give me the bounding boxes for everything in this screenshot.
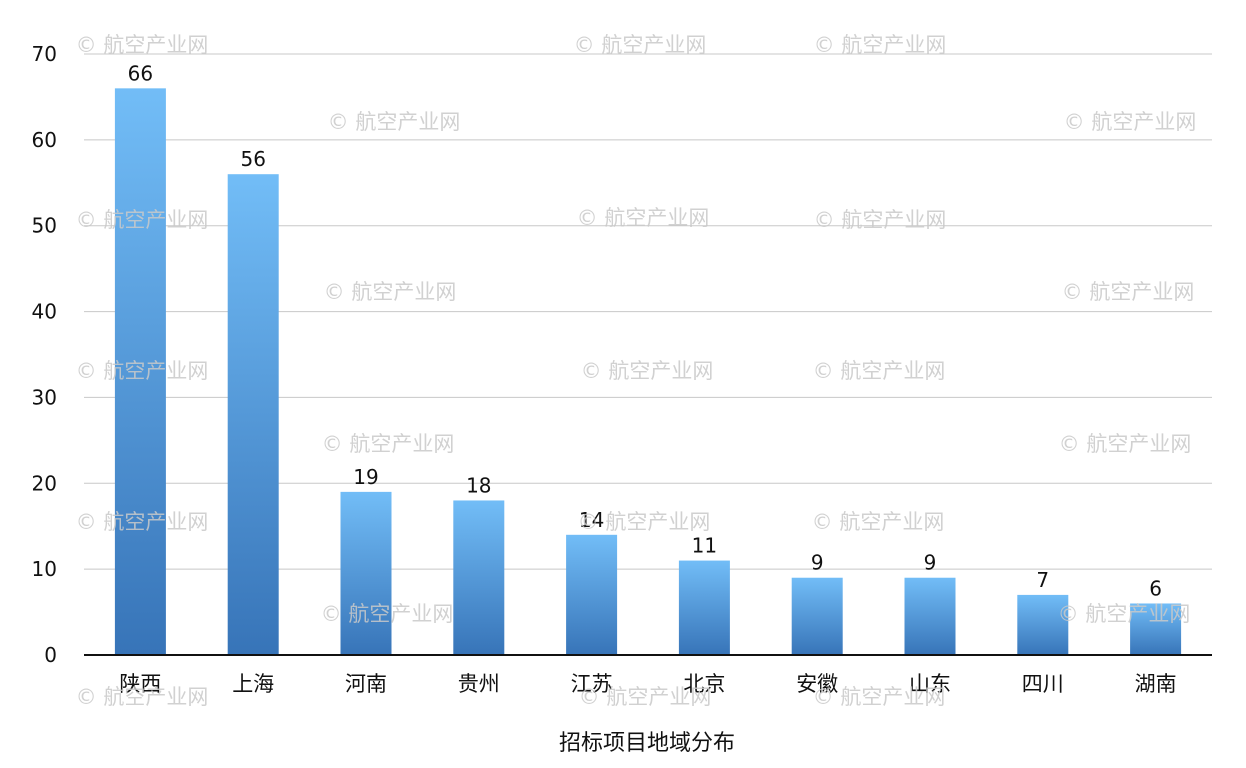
watermark-text: © 航空产业网	[578, 510, 711, 534]
bar	[1017, 594, 1069, 655]
y-tick-label: 0	[44, 643, 57, 667]
data-label: 9	[811, 551, 824, 575]
y-tick-label: 20	[32, 471, 57, 495]
bar	[791, 577, 843, 655]
y-tick-label: 70	[32, 42, 57, 66]
y-tick-label: 50	[32, 214, 57, 238]
data-label: 6	[1149, 576, 1162, 600]
data-label: 19	[353, 465, 378, 489]
watermark-text: © 航空产业网	[812, 510, 945, 534]
data-label: 56	[240, 147, 265, 171]
x-tick-label: 湖南	[1135, 672, 1177, 696]
watermark-text: © 航空产业网	[76, 208, 209, 232]
data-label: 11	[692, 534, 717, 558]
bar	[566, 534, 618, 655]
watermark-text: © 航空产业网	[579, 685, 712, 709]
bar	[114, 88, 166, 656]
watermark-text: © 航空产业网	[574, 33, 707, 57]
watermark-text: © 航空产业网	[577, 206, 710, 230]
watermark-text: © 航空产业网	[322, 432, 455, 456]
watermark-text: © 航空产业网	[76, 359, 209, 383]
bar	[904, 577, 956, 655]
watermark-text: © 航空产业网	[76, 685, 209, 709]
data-label: 9	[924, 551, 937, 575]
y-tick-label: 30	[32, 385, 57, 409]
watermark-text: © 航空产业网	[1058, 602, 1191, 626]
bar	[1130, 603, 1182, 655]
x-tick-label: 江苏	[571, 672, 613, 696]
watermark-text: © 航空产业网	[814, 33, 947, 57]
watermark-text: © 航空产业网	[324, 280, 457, 304]
watermark-text: © 航空产业网	[1062, 280, 1195, 304]
watermark-text: © 航空产业网	[76, 33, 209, 57]
watermark-text: © 航空产业网	[581, 359, 714, 383]
bar	[340, 491, 392, 655]
watermark-text: © 航空产业网	[321, 602, 454, 626]
x-tick-label: 山东	[909, 672, 951, 696]
watermark-text: © 航空产业网	[813, 685, 946, 709]
bars	[114, 88, 1182, 656]
watermarks: © 航空产业网 © 航空产业网 © 航空产业网 © 航空产业网 © 航空产业网 © 航空产…	[76, 33, 1197, 709]
x-tick-label: 贵州	[458, 672, 500, 696]
x-tick-label: 安徽	[796, 672, 838, 696]
x-tick-label: 河南	[345, 672, 387, 696]
watermark-text: © 航空产业网	[1059, 432, 1192, 456]
watermark-text: © 航空产业网	[813, 359, 946, 383]
y-tick-label: 40	[32, 300, 57, 324]
data-label: 7	[1036, 568, 1049, 592]
watermark-text: © 航空产业网	[1064, 110, 1197, 134]
x-tick-label: 四川	[1022, 672, 1064, 696]
x-tick-label: 上海	[232, 672, 274, 696]
data-label: 14	[579, 508, 604, 532]
watermark-text: © 航空产业网	[76, 510, 209, 534]
x-axis-title: 招标项目地域分布	[559, 731, 735, 756]
labels: 0 10 20 30 40 50 60 70 66 陕西 56 上海 19 河南 18 贵州 14 江苏 11 北京 9…	[32, 42, 1177, 696]
y-tick-label: 60	[32, 128, 57, 152]
bar	[227, 174, 279, 655]
x-tick-label: 陕西	[119, 672, 161, 696]
y-tick-label: 10	[32, 557, 57, 581]
bar	[678, 560, 730, 655]
x-tick-label: 北京	[683, 672, 725, 696]
data-label: 18	[466, 473, 491, 497]
watermark-text: © 航空产业网	[328, 110, 461, 134]
data-label: 66	[128, 61, 153, 85]
watermark-text: © 航空产业网	[814, 208, 947, 232]
bar	[453, 500, 505, 655]
